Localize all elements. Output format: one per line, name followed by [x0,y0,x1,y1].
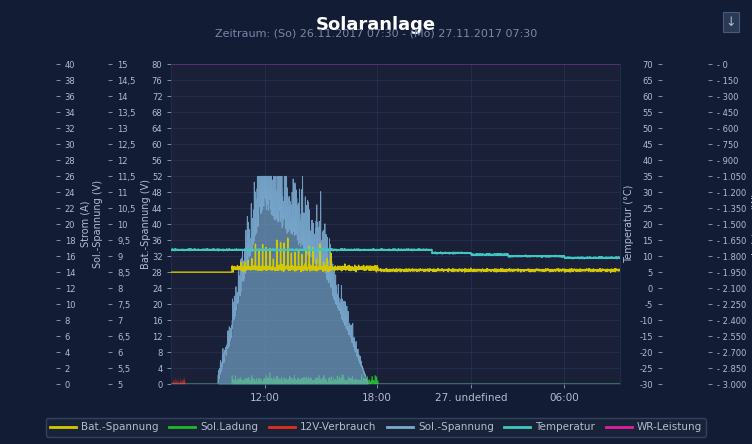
Y-axis label: Bat.-Spannung (V): Bat.-Spannung (V) [141,179,151,269]
Y-axis label: Strom (A): Strom (A) [81,201,91,247]
Text: Zeitraum: (So) 26.11.2017 07:30 - (Mo) 27.11.2017 07:30: Zeitraum: (So) 26.11.2017 07:30 - (Mo) 2… [215,29,537,39]
Y-axis label: Sol.-Spannung (V): Sol.-Spannung (V) [93,180,103,268]
Text: Solaranlage: Solaranlage [316,16,436,34]
Y-axis label: Temperatur (°C): Temperatur (°C) [623,185,633,263]
Legend: Bat.-Spannung, Sol.Ladung, 12V-Verbrauch, Sol.-Spannung, Temperatur, WR-Leistung: Bat.-Spannung, Sol.Ladung, 12V-Verbrauch… [46,418,706,436]
Text: ↓: ↓ [726,16,736,28]
